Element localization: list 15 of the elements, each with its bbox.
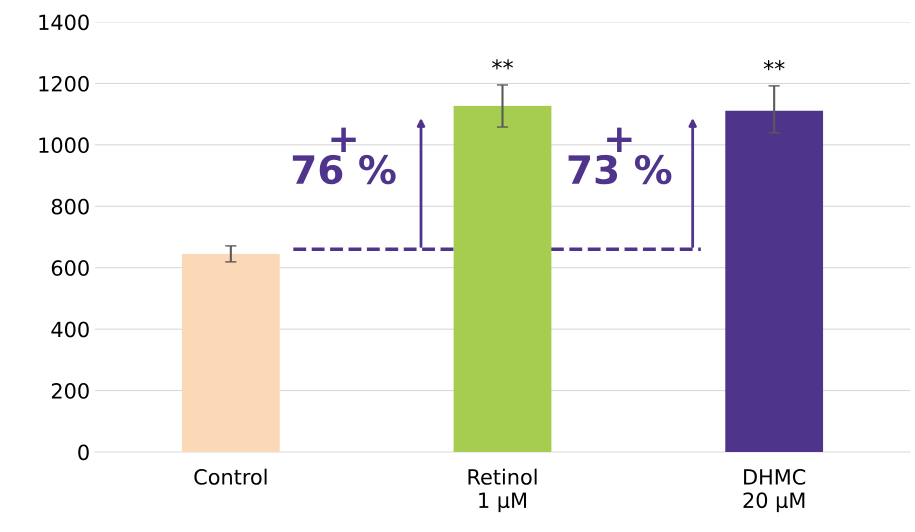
annotation: + 76 %	[292, 128, 396, 184]
y-tick-label: 200	[52, 383, 89, 399]
y-tick-label: 1200	[39, 76, 89, 92]
x-tick-label: Control	[194, 468, 267, 485]
annotation: **	[764, 60, 785, 70]
y-tick-label: 400	[51, 322, 89, 338]
x-tick-label: Retinol 1 µM	[468, 468, 537, 512]
y-tick-label: 0	[78, 444, 89, 460]
y-tick-label: 1000	[39, 137, 89, 154]
y-tick-label: 1400	[39, 14, 89, 30]
y-tick-label: 600	[52, 260, 89, 276]
annotation: **	[492, 59, 513, 70]
y-tick-label: 800	[52, 198, 89, 214]
annotation: + 73 %	[568, 128, 672, 184]
x-tick-label: DHMC 20 µM	[744, 469, 806, 512]
